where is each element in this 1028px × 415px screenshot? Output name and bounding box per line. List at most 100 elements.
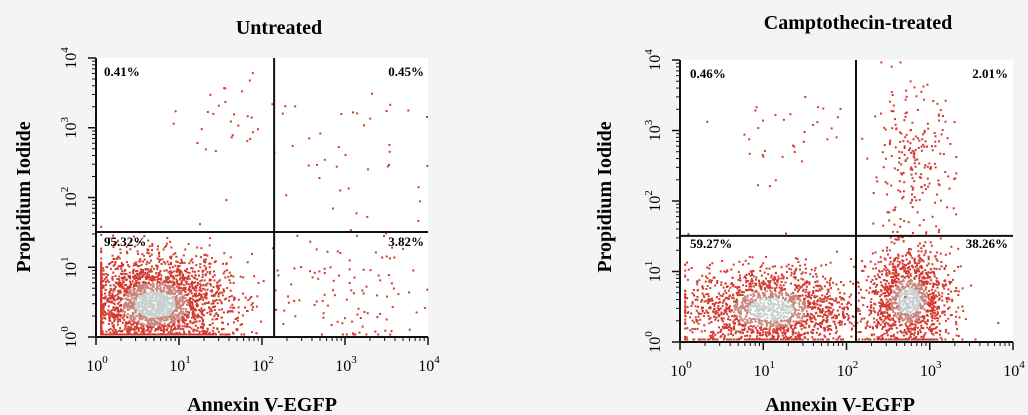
scatter-point [142,292,145,295]
scatter-point [118,278,121,281]
scatter-point [374,251,377,254]
scatter-point [120,262,123,264]
scatter-point [102,284,105,287]
scatter-point [735,314,738,317]
scatter-point [812,275,815,278]
scatter-point [957,247,960,250]
scatter-point [138,293,141,296]
scatter-point [191,322,194,325]
scatter-point [152,285,155,288]
scatter-point [114,299,116,302]
scatter-point [106,297,109,300]
scatter-point [815,331,818,334]
scatter-point [251,253,253,255]
scatter-point [684,314,687,317]
scatter-point [707,293,710,295]
scatter-point [105,281,108,284]
scatter-point [792,291,795,294]
scatter-point [141,322,144,325]
scatter-point [202,287,205,290]
scatter-point [850,335,853,338]
scatter-point [163,313,166,316]
scatter-point [202,284,205,287]
scatter-point [146,248,149,251]
scatter-point [107,328,110,331]
scatter-point [811,306,814,308]
scatter-point [229,289,232,292]
scatter-point [711,302,714,305]
scatter-point [772,316,775,319]
scatter-point [192,305,195,308]
scatter-point [173,291,176,294]
scatter-point [807,314,809,317]
scatter-point [796,321,799,324]
scatter-point [703,329,706,332]
scatter-point [192,299,195,302]
scatter-point [143,316,146,319]
scatter-point [814,312,817,315]
scatter-point [162,319,165,322]
scatter-point [111,333,114,336]
scatter-point [391,306,394,308]
scatter-point [141,333,144,336]
scatter-point [218,308,221,311]
scatter-point [885,301,888,304]
scatter-point [158,301,161,304]
scatter-point [838,301,840,304]
scatter-point [795,297,798,300]
scatter-point [726,269,729,272]
scatter-point [180,293,183,296]
scatter-point [126,298,129,301]
scatter-point [781,274,784,277]
scatter-point [727,315,730,318]
scatter-point [720,313,723,316]
scatter-point [764,328,767,330]
scatter-point [774,287,777,290]
scatter-point [167,312,170,315]
scatter-point [127,329,130,332]
scatter-point [190,306,193,309]
scatter-point [198,292,201,295]
scatter-point [768,282,771,285]
scatter-point [274,289,277,292]
scatter-point [829,306,832,309]
scatter-point [970,284,973,287]
scatter-point [730,330,733,333]
scatter-point [231,134,234,137]
scatter-point [155,264,158,267]
scatter-point [881,273,884,276]
scatter-point [781,305,784,308]
scatter-point [702,315,705,317]
scatter-point [826,310,829,313]
scatter-point [323,158,326,161]
scatter-point [912,266,914,269]
scatter-point [191,270,194,273]
scatter-point [909,281,911,283]
scatter-point [791,264,794,267]
scatter-point [817,338,820,341]
scatter-point [118,257,121,260]
scatter-point [125,305,128,307]
scatter-point [773,338,776,341]
scatter-point [841,307,844,310]
scatter-point [130,333,133,336]
scatter-point [807,299,810,302]
scatter-point [222,272,225,275]
scatter-point [736,286,739,288]
scatter-point [112,258,115,260]
scatter-point [130,301,133,304]
scatter-point [129,277,132,280]
quadrant-label-lower-right: 3.82% [388,234,424,249]
scatter-point [393,256,396,259]
scatter-point [821,311,823,314]
scatter-point [106,333,109,336]
scatter-point [374,330,377,333]
scatter-point [180,292,183,294]
scatter-point [210,294,213,297]
scatter-point [701,338,704,341]
scatter-point [181,298,184,301]
scatter-point [221,328,223,331]
scatter-point [822,327,825,330]
scatter-point [795,286,798,289]
scatter-point [100,261,103,264]
